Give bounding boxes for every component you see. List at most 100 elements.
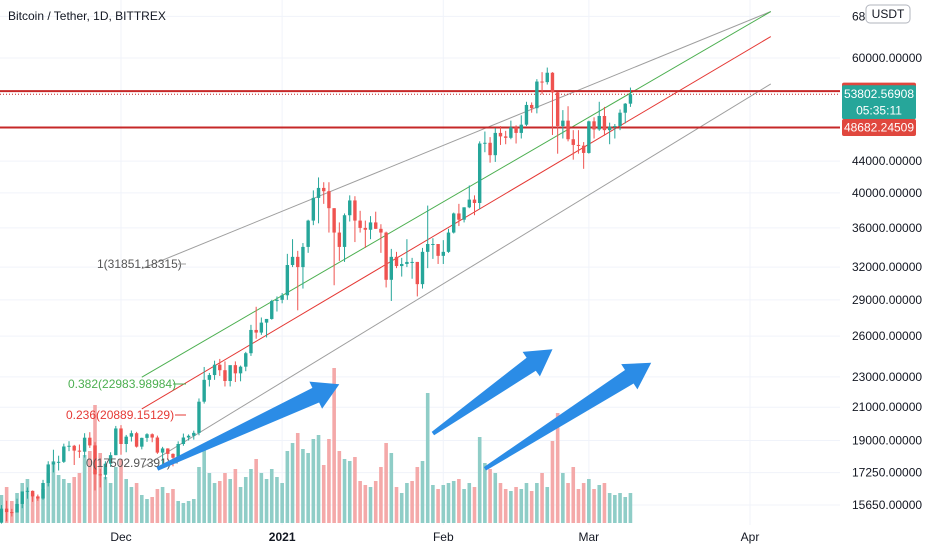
- candle-body: [30, 490, 35, 497]
- candle-body: [337, 232, 342, 247]
- y-tick-label: 40000.00000: [852, 186, 922, 200]
- volume-bar: [363, 485, 368, 523]
- volume-bar: [77, 473, 82, 523]
- candle-body: [363, 227, 368, 230]
- volume-bar: [425, 393, 430, 523]
- volume-bar: [269, 469, 274, 523]
- price-badge: [842, 85, 916, 120]
- candle-body: [218, 364, 222, 371]
- candle-body: [561, 120, 565, 127]
- candle-body: [41, 483, 45, 499]
- candle-body: [498, 132, 503, 137]
- y-tick-label: 23000.00000: [852, 370, 922, 384]
- candle-body: [186, 435, 191, 438]
- volume-bar: [51, 461, 56, 523]
- candle-body: [207, 375, 212, 380]
- channel-line-upper: [141, 11, 771, 270]
- volume-bar: [88, 451, 92, 523]
- candle-body: [400, 263, 404, 267]
- candle-body: [36, 496, 40, 499]
- volume-bar: [384, 443, 388, 523]
- volume-bar: [249, 469, 253, 523]
- volume-bar: [160, 487, 165, 523]
- volume-bar: [155, 489, 160, 523]
- volume-bar: [415, 467, 420, 523]
- price-badge: [842, 119, 916, 137]
- candle-body: [285, 265, 290, 296]
- candle-body: [503, 136, 508, 138]
- volume-bar: [467, 483, 472, 523]
- volume-bar: [327, 439, 331, 523]
- volume-bar: [139, 495, 144, 523]
- y-tick-label: 60000.00000: [852, 51, 922, 65]
- volume-bar: [535, 483, 539, 523]
- candle-body: [332, 208, 336, 233]
- volume-bar: [493, 473, 498, 523]
- candle-body: [270, 300, 274, 319]
- volume-bar: [238, 487, 243, 523]
- candle-body: [150, 434, 154, 438]
- volume-bar: [103, 477, 108, 523]
- volume-bar: [457, 479, 461, 523]
- candle-body: [436, 244, 440, 256]
- chart-title: Bitcoin / Tether, 1D, BITTREX: [8, 9, 166, 23]
- candle-body: [290, 256, 295, 266]
- volume-bar: [337, 451, 342, 523]
- candle-body: [462, 207, 466, 220]
- volume-bar: [441, 485, 446, 523]
- candle-body: [415, 261, 420, 285]
- candle-body: [134, 433, 139, 447]
- axes: 15650.00000 17250.00000 19000.00000 21000.0…: [110, 9, 922, 544]
- volume-bar: [431, 485, 435, 523]
- fib-label: 1(31851.18315): [97, 257, 182, 271]
- currency-badge[interactable]: USDT: [865, 4, 911, 24]
- volume-bar: [509, 491, 513, 523]
- volume-bar: [623, 497, 628, 523]
- volume-bar: [321, 465, 326, 523]
- candle-body: [618, 112, 622, 127]
- volume-bar: [550, 441, 555, 523]
- candle-body: [550, 72, 555, 93]
- trend-arrow: [431, 349, 553, 436]
- channel-lines: [141, 11, 772, 469]
- volume-bar: [503, 489, 508, 523]
- candle-body: [171, 453, 175, 458]
- trend-arrow: [156, 381, 340, 471]
- candle-body: [483, 142, 487, 144]
- candle-body: [431, 244, 435, 246]
- volume-bar: [566, 483, 570, 523]
- candle-body: [145, 434, 149, 438]
- volume-bar: [171, 489, 175, 523]
- volume-bar: [228, 479, 232, 523]
- candle-body: [280, 295, 284, 300]
- volume-bar: [114, 467, 118, 523]
- channel-line-fib-0.382: [141, 11, 772, 378]
- volume-bar: [259, 473, 264, 523]
- candle-body: [613, 126, 617, 128]
- volume-bar: [202, 449, 206, 523]
- volume-bar: [181, 503, 186, 523]
- candle-body: [306, 220, 310, 247]
- volume-bar: [191, 499, 196, 523]
- candle-body: [56, 461, 61, 463]
- candle-body: [477, 143, 482, 203]
- candle-body: [358, 220, 362, 228]
- volume-bar: [223, 473, 227, 523]
- candle-body: [223, 370, 227, 382]
- volume-bar: [342, 459, 347, 523]
- volume-bar: [592, 489, 596, 523]
- volume-bar: [82, 455, 87, 523]
- arrows: [156, 349, 652, 471]
- candle-body: [62, 446, 66, 462]
- candle-body: [348, 200, 352, 216]
- y-tick-label: 29000.00000: [852, 293, 922, 307]
- candle-body: [628, 94, 633, 104]
- volume-bar: [368, 487, 373, 523]
- price-badge-countdown: 05:35:11: [856, 103, 902, 117]
- fib-label: 0.382(22983.98984): [68, 377, 176, 391]
- volume-bar: [436, 489, 440, 523]
- volume-bar: [373, 481, 378, 523]
- volume-bar: [62, 479, 66, 523]
- candle-body: [275, 299, 279, 301]
